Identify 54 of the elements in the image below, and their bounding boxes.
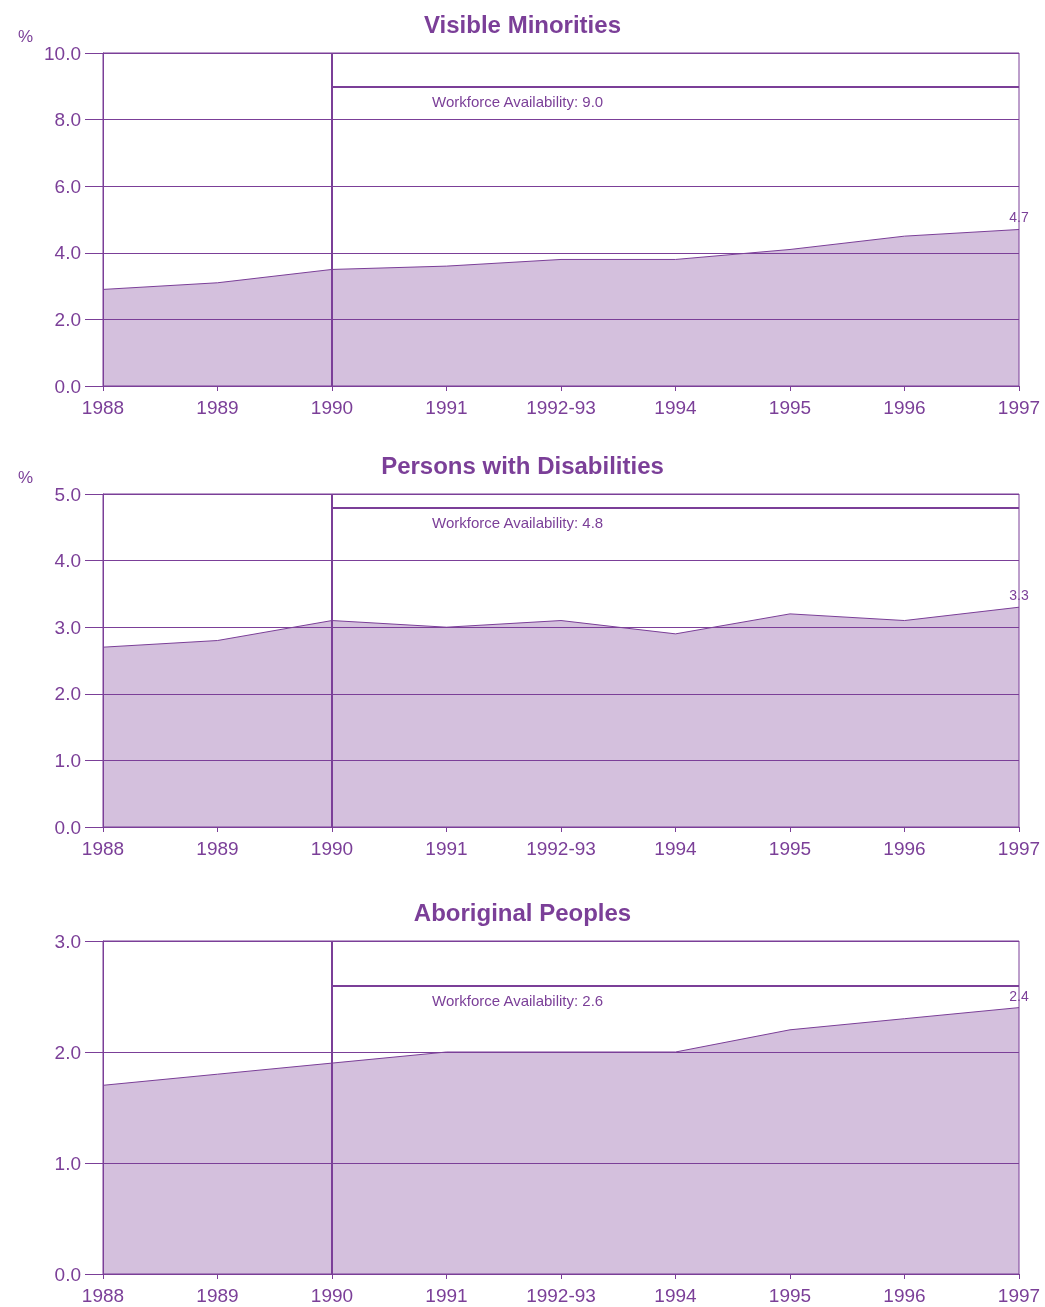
x-tick-label: 1988: [81, 838, 125, 859]
x-tick-label: 1992-93: [526, 1285, 596, 1306]
ref-line-label: Workforce Availability: 9.0: [432, 93, 604, 111]
x-tick-label: 1995: [768, 838, 812, 859]
x-tick-label: 1990: [310, 397, 354, 418]
y-tick-label: 2.0: [54, 683, 81, 705]
y-axis-title: %: [17, 468, 33, 487]
x-tick-label: 1991: [425, 838, 468, 859]
x-tick-label: 1994: [654, 397, 698, 418]
y-tick-label: 1.0: [54, 749, 81, 771]
chart-title: Persons with Disabilities: [381, 451, 664, 479]
y-tick-label: 2.0: [54, 1041, 81, 1063]
y-tick-label: 8.0: [54, 109, 81, 131]
y-tick-label: 4.0: [54, 242, 81, 264]
y-tick-label: 3.0: [54, 616, 81, 638]
x-tick-label: 1989: [196, 1285, 239, 1306]
ref-line-label: Workforce Availability: 4.8: [432, 514, 604, 532]
y-tick-label: 0.0: [54, 816, 81, 838]
chart-title: Visible Minorities: [424, 10, 621, 38]
x-tick-label: 1991: [425, 1285, 468, 1306]
data-label: 2.4: [1009, 987, 1029, 1004]
y-tick-label: 2.0: [54, 308, 81, 330]
x-tick-label: 1990: [310, 838, 354, 859]
y-tick-label: 3.0: [54, 930, 81, 952]
x-tick-label: 1995: [768, 397, 812, 418]
x-tick-label: 1989: [196, 838, 239, 859]
y-tick-label: 1.0: [54, 1152, 81, 1174]
x-tick-label: 1996: [883, 838, 926, 859]
y-tick-label: 5.0: [54, 483, 81, 505]
x-tick-label: 1995: [768, 1285, 812, 1306]
x-tick-label: 1991: [425, 397, 468, 418]
x-tick-label: 1997: [997, 1285, 1041, 1306]
y-axis-title: %: [17, 27, 33, 46]
x-tick-label: 1996: [883, 397, 926, 418]
x-tick-label: 1989: [196, 397, 239, 418]
data-label: 3.3: [1009, 587, 1029, 604]
x-tick-label: 1992-93: [526, 397, 596, 418]
y-tick-label: 6.0: [54, 175, 81, 197]
y-tick-label: 10.0: [44, 42, 81, 64]
x-tick-label: 1994: [654, 838, 698, 859]
chart-title: Aboriginal Peoples: [413, 898, 632, 926]
x-tick-label: 1988: [81, 1285, 125, 1306]
ref-line-label: Workforce Availability: 2.6: [432, 992, 604, 1010]
y-tick-label: 0.0: [54, 1263, 81, 1285]
x-tick-label: 1988: [81, 397, 125, 418]
x-tick-label: 1992-93: [526, 838, 596, 859]
x-tick-label: 1997: [997, 838, 1041, 859]
data-label: 4.7: [1009, 209, 1029, 226]
x-tick-label: 1997: [997, 397, 1041, 418]
x-tick-label: 1990: [310, 1285, 354, 1306]
y-tick-label: 4.0: [54, 550, 81, 572]
y-tick-label: 0.0: [54, 375, 81, 397]
x-tick-label: 1994: [654, 1285, 698, 1306]
x-tick-label: 1996: [883, 1285, 926, 1306]
